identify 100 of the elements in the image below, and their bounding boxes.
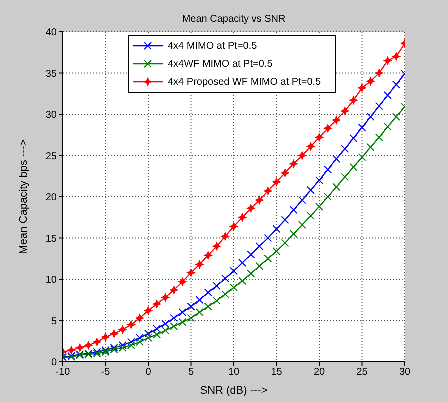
y-tick-label: 30 [46, 110, 58, 122]
point [196, 308, 204, 316]
point [230, 267, 238, 276]
point [127, 338, 136, 346]
point [350, 163, 358, 172]
point [332, 183, 341, 192]
x-axis-title: SNR (dB) ---> [200, 385, 268, 397]
point [306, 142, 315, 151]
x-tick-label: -5 [101, 367, 111, 378]
x-tick-label: 0 [146, 367, 152, 378]
point [162, 326, 170, 335]
legend-label: 4x4 Proposed WF MIMO at Pt=0.5 [168, 76, 322, 88]
point [247, 270, 256, 278]
point [358, 153, 366, 162]
point [375, 69, 384, 78]
y-tick-label: 35 [46, 68, 58, 80]
y-tick-label: 5 [51, 316, 58, 328]
point [144, 334, 152, 342]
point [392, 52, 400, 61]
point [366, 112, 375, 121]
point [212, 282, 221, 290]
point [290, 160, 298, 168]
point [375, 134, 384, 142]
point [306, 186, 315, 194]
point [238, 214, 247, 222]
y-tick-label: 40 [46, 28, 58, 39]
x-tick-label: 15 [271, 367, 283, 378]
point [281, 216, 290, 224]
point [366, 144, 375, 152]
point [136, 338, 144, 346]
point [272, 225, 281, 234]
point [332, 155, 341, 164]
point [358, 84, 366, 92]
legend-label: 4x4WF MIMO at Pt=0.5 [168, 58, 273, 70]
y-tick-label: 10 [46, 275, 58, 286]
point [238, 277, 247, 286]
point [127, 320, 136, 329]
point [136, 334, 144, 342]
point [178, 308, 187, 316]
point [298, 152, 306, 160]
point [204, 288, 212, 297]
x-tick-label: 30 [399, 367, 411, 378]
point [341, 145, 350, 154]
point [264, 234, 272, 242]
point [306, 212, 315, 220]
point [272, 247, 281, 256]
point [230, 284, 238, 292]
point [375, 102, 384, 110]
point [144, 306, 152, 315]
point [384, 56, 392, 65]
point [298, 196, 306, 204]
point [204, 302, 212, 311]
point [341, 107, 350, 116]
point [170, 314, 178, 322]
point [281, 169, 290, 178]
point [264, 187, 272, 196]
point [170, 322, 178, 331]
point [110, 330, 118, 338]
point [170, 286, 178, 294]
point [196, 296, 204, 304]
point [153, 325, 162, 333]
y-tick-label: 15 [46, 234, 58, 245]
point [187, 314, 196, 322]
point [247, 250, 256, 259]
point [153, 330, 162, 339]
point [76, 344, 84, 352]
point [144, 330, 152, 338]
point [350, 134, 358, 142]
point [162, 320, 170, 328]
point [196, 260, 204, 269]
point [212, 296, 221, 305]
y-tick-label: 20 [46, 192, 58, 204]
point [392, 112, 400, 121]
point [324, 193, 332, 201]
point [153, 300, 162, 308]
point [221, 274, 230, 283]
point [221, 232, 230, 241]
point [187, 302, 196, 311]
point [316, 202, 324, 211]
point [316, 134, 324, 142]
point [178, 318, 187, 326]
chart-title: Mean Capacity vs SNR [181, 14, 287, 25]
point [204, 252, 212, 260]
point [316, 176, 324, 184]
point [281, 239, 290, 248]
point [162, 294, 170, 302]
point [324, 166, 332, 174]
x-tick-label: 5 [188, 367, 194, 378]
point [212, 242, 221, 250]
point [384, 92, 392, 100]
point [358, 124, 366, 132]
point [341, 173, 350, 182]
point [256, 262, 264, 270]
x-tick-label: 25 [356, 367, 368, 378]
point [221, 290, 230, 298]
point [324, 124, 332, 133]
point [118, 326, 127, 334]
y-tick-label: 25 [46, 151, 58, 162]
x-tick-label: 10 [228, 367, 240, 378]
point [230, 222, 238, 231]
